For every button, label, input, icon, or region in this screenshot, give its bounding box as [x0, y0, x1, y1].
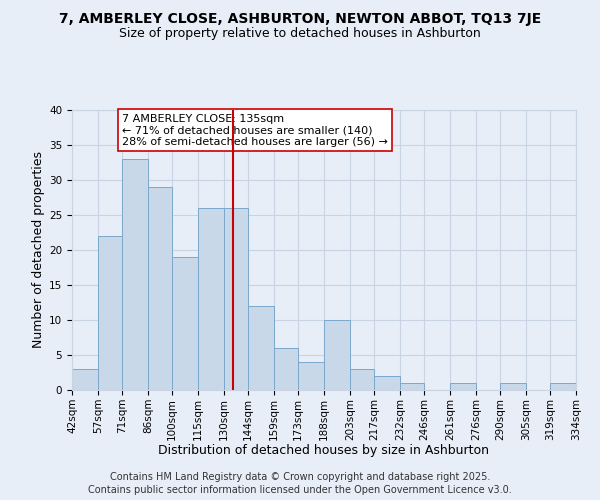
Text: 7, AMBERLEY CLOSE, ASHBURTON, NEWTON ABBOT, TQ13 7JE: 7, AMBERLEY CLOSE, ASHBURTON, NEWTON ABB…	[59, 12, 541, 26]
Text: 7 AMBERLEY CLOSE: 135sqm
← 71% of detached houses are smaller (140)
28% of semi-: 7 AMBERLEY CLOSE: 135sqm ← 71% of detach…	[122, 114, 388, 146]
Y-axis label: Number of detached properties: Number of detached properties	[32, 152, 45, 348]
Bar	[324, 320, 350, 390]
Bar	[224, 208, 248, 390]
Bar	[374, 376, 400, 390]
Bar	[98, 236, 122, 390]
Bar	[450, 383, 476, 390]
Bar	[148, 187, 172, 390]
Bar	[72, 369, 98, 390]
Bar	[298, 362, 324, 390]
Bar	[400, 383, 424, 390]
Text: Size of property relative to detached houses in Ashburton: Size of property relative to detached ho…	[119, 28, 481, 40]
Bar	[122, 159, 148, 390]
Bar	[198, 208, 224, 390]
Bar	[274, 348, 298, 390]
Bar	[500, 383, 526, 390]
Text: Contains HM Land Registry data © Crown copyright and database right 2025.
Contai: Contains HM Land Registry data © Crown c…	[88, 472, 512, 495]
Bar	[550, 383, 576, 390]
Bar	[350, 369, 374, 390]
Bar	[172, 257, 198, 390]
Bar	[248, 306, 274, 390]
X-axis label: Distribution of detached houses by size in Ashburton: Distribution of detached houses by size …	[158, 444, 490, 457]
